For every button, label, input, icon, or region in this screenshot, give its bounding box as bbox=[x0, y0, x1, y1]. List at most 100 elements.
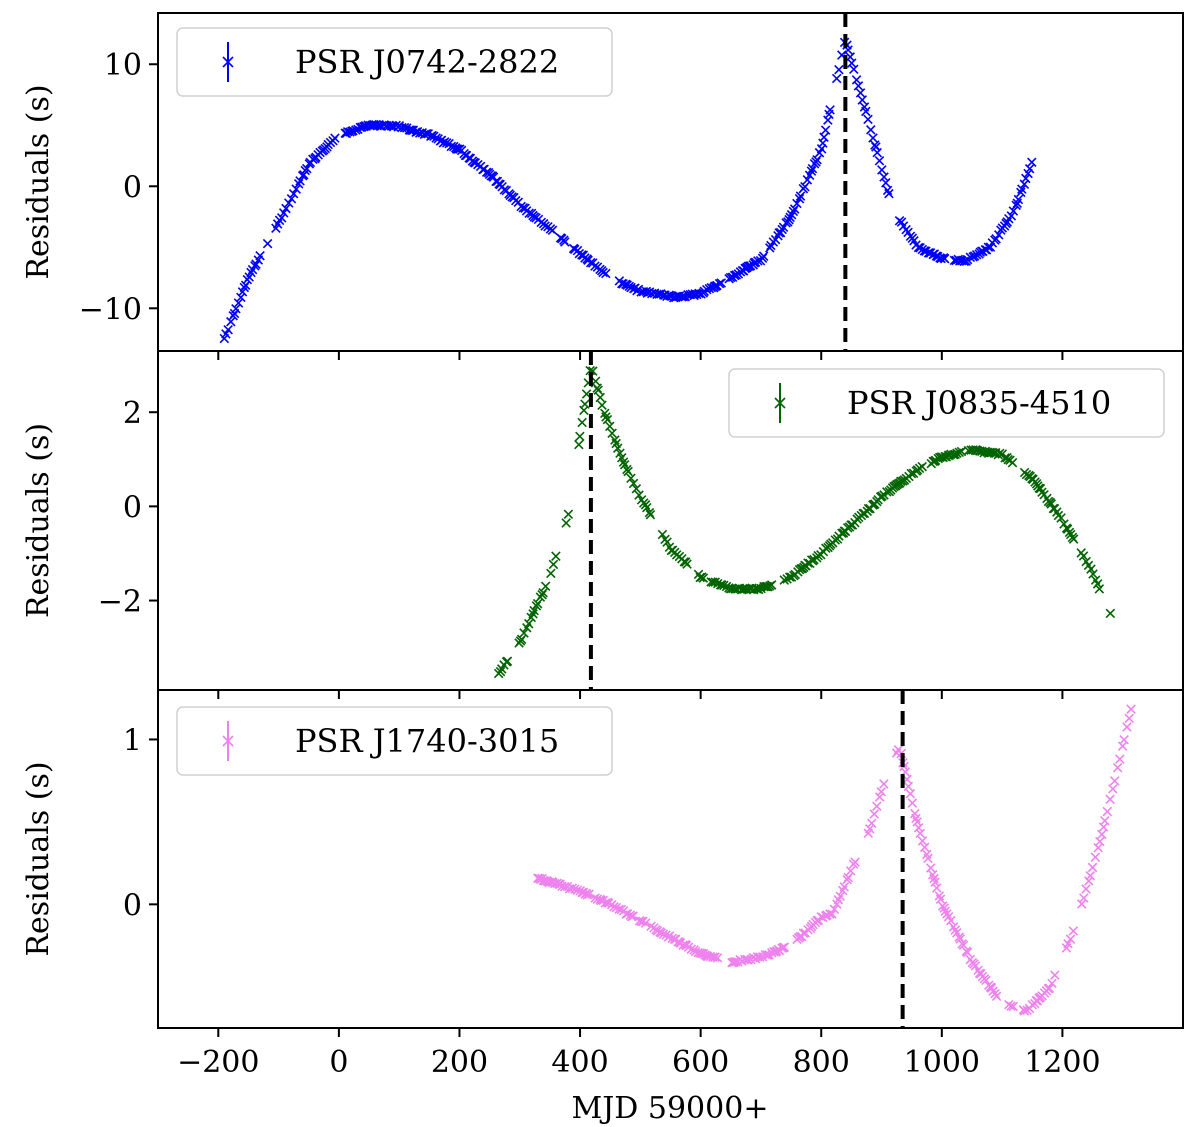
data-point bbox=[802, 175, 813, 185]
data-point bbox=[855, 88, 866, 98]
x-tick-label: −200 bbox=[177, 1045, 259, 1080]
data-point bbox=[1112, 762, 1123, 773]
data-point bbox=[1068, 534, 1079, 544]
data-point bbox=[876, 786, 887, 797]
data-point bbox=[925, 863, 936, 873]
data-point bbox=[850, 857, 860, 867]
data-point bbox=[994, 230, 1004, 240]
data-point bbox=[1006, 1001, 1016, 1011]
data-point bbox=[935, 894, 946, 904]
x-axis-label: MJD 59000+ bbox=[572, 1091, 769, 1126]
data-point bbox=[596, 895, 606, 906]
data-point bbox=[628, 478, 639, 489]
data-point bbox=[881, 178, 891, 188]
data-point bbox=[962, 947, 973, 958]
data-point bbox=[262, 238, 273, 249]
data-point bbox=[765, 243, 775, 253]
data-point bbox=[779, 942, 790, 952]
data-point bbox=[223, 325, 233, 335]
y-tick-label: 10 bbox=[104, 48, 142, 83]
data-point bbox=[1008, 206, 1019, 216]
data-point bbox=[779, 575, 790, 585]
data-point bbox=[806, 166, 817, 176]
data-point bbox=[618, 457, 629, 467]
y-tick-label: −2 bbox=[98, 585, 142, 620]
data-point bbox=[884, 188, 894, 199]
data-point bbox=[1050, 970, 1060, 980]
data-point bbox=[570, 884, 580, 894]
data-point bbox=[642, 502, 652, 513]
data-point bbox=[609, 902, 619, 912]
data-point bbox=[820, 125, 831, 135]
data-point bbox=[829, 904, 840, 915]
data-point bbox=[1024, 163, 1035, 174]
data-point bbox=[597, 400, 607, 411]
data-point bbox=[719, 580, 729, 591]
data-point bbox=[845, 866, 856, 876]
data-point bbox=[567, 883, 578, 893]
data-point bbox=[868, 133, 878, 143]
data-point bbox=[954, 447, 965, 458]
data-point bbox=[766, 580, 777, 590]
panel-1: 10 0 −10 Residuals (s) PSR J0742-2822 bbox=[21, 12, 1184, 360]
data-point bbox=[753, 584, 764, 595]
data-point bbox=[421, 128, 432, 139]
data-point bbox=[798, 928, 809, 938]
data-point bbox=[839, 882, 850, 892]
data-point bbox=[529, 605, 539, 616]
data-point bbox=[1063, 938, 1073, 949]
y-tick-label: 1 bbox=[123, 723, 142, 758]
data-point bbox=[1122, 722, 1132, 732]
data-point bbox=[1087, 862, 1098, 873]
data-point bbox=[800, 181, 810, 192]
data-point bbox=[1108, 784, 1118, 794]
data-point bbox=[753, 256, 763, 266]
data-point bbox=[939, 253, 950, 264]
data-point bbox=[547, 225, 558, 235]
data-point bbox=[662, 537, 672, 547]
data-point bbox=[1078, 551, 1089, 561]
data-point bbox=[955, 934, 966, 944]
data-point bbox=[990, 988, 1000, 999]
legend-marker bbox=[222, 56, 234, 68]
data-point bbox=[623, 466, 633, 477]
data-point bbox=[677, 292, 687, 302]
data-point bbox=[716, 278, 727, 288]
data-point bbox=[917, 461, 927, 472]
data-point bbox=[907, 798, 918, 808]
data-point bbox=[288, 188, 299, 199]
data-point bbox=[351, 125, 361, 135]
data-point bbox=[284, 198, 294, 208]
data-point bbox=[1097, 829, 1107, 840]
data-point bbox=[233, 298, 244, 308]
data-point bbox=[495, 666, 506, 677]
data-point bbox=[612, 443, 623, 453]
data-point bbox=[874, 792, 885, 802]
data-point bbox=[827, 909, 837, 919]
data-point bbox=[819, 132, 829, 142]
data-point bbox=[1105, 794, 1115, 804]
data-point bbox=[958, 940, 969, 951]
data-point bbox=[607, 428, 617, 438]
data-point bbox=[879, 779, 889, 789]
data-point bbox=[276, 213, 287, 223]
data-point bbox=[572, 885, 583, 895]
data-point bbox=[240, 280, 251, 291]
axes-frame bbox=[157, 689, 1184, 1029]
data-point bbox=[970, 961, 981, 971]
data-point bbox=[835, 891, 846, 902]
data-point bbox=[866, 818, 877, 828]
data-point bbox=[863, 114, 873, 125]
data-point bbox=[813, 550, 823, 561]
data-point bbox=[1006, 211, 1017, 221]
data-point bbox=[1059, 519, 1069, 529]
data-point bbox=[678, 940, 688, 950]
data-point bbox=[846, 58, 857, 68]
data-point bbox=[991, 991, 1002, 1002]
data-point bbox=[1056, 513, 1066, 523]
data-point bbox=[792, 198, 802, 209]
data-point bbox=[853, 81, 864, 91]
data-point bbox=[1017, 184, 1027, 194]
